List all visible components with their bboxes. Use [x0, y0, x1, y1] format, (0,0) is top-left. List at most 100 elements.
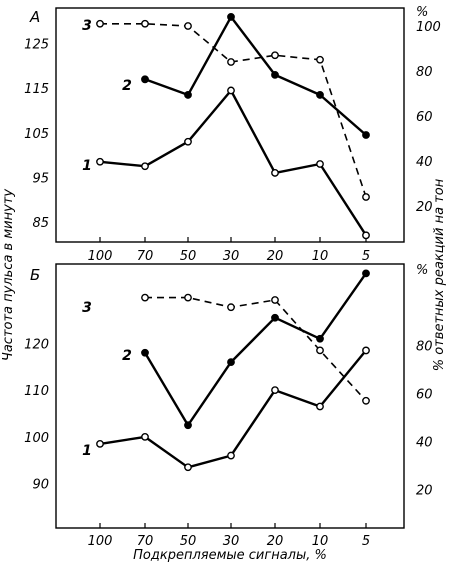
panel-a-series-1-line [99, 89, 368, 236]
panel-b-right-tick-1: 40 [416, 436, 433, 451]
panel-a-right-tick-2: 60 [416, 110, 433, 125]
panel-a-left-tick-0: 85 [32, 216, 49, 231]
panel-b-series-3-point-2 [184, 293, 192, 302]
panel-b-x-tick-3: 30 [223, 534, 240, 549]
panel-a-series-3-point-4 [271, 51, 279, 60]
panel-b-left-tick-labels: 90 100 110 120 [24, 337, 49, 492]
panel-b-series-3-point-1 [141, 293, 149, 302]
panel-b-series-3-label: 3 [82, 300, 92, 316]
panel-a-left-tick-3: 115 [24, 82, 49, 97]
panel-b-series-1-line [99, 349, 367, 469]
panel-b-series-1-point-2 [184, 463, 192, 472]
panel-a-frame [55, 7, 405, 243]
panel-b-series-3-point-5 [316, 346, 324, 355]
panel-b-series-2-point-6 [362, 269, 370, 278]
panel-b-x-tick-6: 5 [362, 534, 370, 549]
panel-a-series-3-label: 3 [82, 18, 92, 34]
panel-b-series-2-line [143, 272, 367, 427]
panel-b-series-3-point-4 [271, 296, 279, 304]
panel-a-series-2-point-5 [316, 91, 324, 99]
panel-a-x-tick-0: 100 [88, 249, 113, 264]
panel-a-series-3-point-2 [184, 22, 192, 30]
panel-b-series-1-point-4 [271, 386, 279, 395]
panel-b-series-3-point-3 [227, 303, 235, 312]
panel-b-left-tick-0: 90 [32, 478, 49, 493]
panel-a-right-tick-4: 100 [416, 20, 441, 35]
panel-a-x-tick-2: 50 [180, 249, 197, 264]
panel-a-series-1-point-1 [141, 162, 149, 171]
panel-b-left-tick-2: 110 [24, 384, 49, 399]
panel-b-series-2-point-5 [316, 334, 324, 343]
panel-a-series-2-point-4 [271, 70, 279, 79]
panel-b-right-unit: % [416, 263, 428, 278]
x-axis-title: Подкрепляемые сигналы, % [133, 548, 327, 563]
panel-a-right-tick-3: 80 [416, 65, 433, 80]
panel-a-left-tick-4: 125 [24, 38, 49, 53]
panel-b-left-tick-1: 100 [24, 431, 49, 446]
panel-a-x-tick-4: 20 [267, 249, 284, 264]
panel-a-right-tick-1: 40 [416, 155, 433, 170]
panel-b-series-1-point-6 [362, 346, 370, 355]
panel-a-series-1-point-4 [271, 169, 279, 177]
panel-a-series-3-point-0 [96, 19, 104, 28]
panel-a-x-tick-5: 10 [312, 249, 329, 264]
panel-a-series-3-point-3 [227, 58, 235, 66]
panel-a-series-2-point-6 [362, 131, 370, 139]
panel-b-right-tick-0: 20 [416, 484, 433, 499]
panel-a-left-tick-1: 95 [32, 171, 49, 186]
panel-a-right-tick-0: 20 [416, 200, 433, 215]
panel-a-x-tick-3: 30 [223, 249, 240, 264]
panel-b-series-1-point-5 [316, 402, 324, 411]
panel-a-series-1-point-2 [184, 137, 192, 146]
panel-b-series-1-point-1 [141, 432, 149, 441]
panel-b-x-tick-5: 10 [312, 534, 329, 549]
panel-a-series-2-point-1 [141, 75, 149, 84]
panel-b-right-tick-2: 60 [416, 388, 433, 403]
panel-a-series: 1 2 3 [82, 13, 370, 240]
panel-b-x-tick-1: 70 [137, 534, 154, 549]
panel-a-series-1-point-3 [227, 86, 235, 95]
panel-b-letter: Б [30, 266, 40, 284]
panel-a-series-1-point-0 [96, 157, 104, 166]
panel-b-x-tick-labels: 100 70 50 30 20 10 5 [88, 523, 370, 549]
panel-b-frame [55, 263, 405, 529]
panel-b-series: 1 2 3 [82, 269, 370, 472]
panel-a-right-tick-labels: 20 40 60 80 100 [416, 20, 441, 215]
panel-b-series-3-line [145, 296, 367, 402]
panel-a-left-tick-2: 105 [24, 127, 49, 142]
y-axis-left-title: Частота пульса в минуту [1, 189, 16, 361]
panel-a-x-tick-1: 70 [137, 249, 154, 264]
panel-b-series-2-point-4 [271, 313, 279, 322]
panel-a-series-3-line [100, 23, 367, 198]
panel-a-series-1-label: 1 [82, 158, 92, 174]
panel-a-left-tick-labels: 85 95 105 115 125 [24, 38, 49, 231]
panel-b-x-tick-2: 50 [180, 534, 197, 549]
panel-a-series-2-point-3 [227, 13, 235, 21]
panel-b-x-tick-0: 100 [88, 534, 113, 549]
panel-a-series-1-point-6 [362, 231, 370, 240]
panel-b-left-tick-3: 120 [24, 337, 49, 352]
panel-b-series-1-point-0 [96, 439, 104, 448]
panel-b-series-3-point-6 [362, 396, 370, 405]
panel-a-series-2-line [144, 15, 367, 136]
panel-a-series-3-point-5 [316, 55, 324, 64]
panel-a-x-tick-6: 5 [362, 249, 370, 264]
panel-a-series-1-point-5 [316, 160, 324, 168]
panel-a-right-unit: % [416, 5, 428, 20]
panel-a-x-tick-labels: 100 70 50 30 20 10 5 [88, 237, 370, 264]
panel-a-letter: А [29, 8, 40, 26]
panel-b-series-1-point-3 [227, 451, 235, 460]
panel-a-series-2-label: 2 [122, 78, 132, 94]
panel-b-series-1-label: 1 [82, 443, 92, 459]
panel-b-series-2-point-2 [184, 421, 192, 430]
panel-b-series-2-point-1 [141, 348, 149, 357]
panel-b-x-tick-4: 20 [267, 534, 284, 549]
panel-b-right-tick-3: 80 [416, 340, 433, 355]
panel-b-right-tick-labels: 20 40 60 80 [416, 340, 433, 499]
y-axis-right-title: % ответных реакций на тон [432, 178, 447, 371]
panel-b-series-2-label: 2 [122, 348, 132, 364]
panel-b-series-2-point-3 [227, 358, 235, 367]
